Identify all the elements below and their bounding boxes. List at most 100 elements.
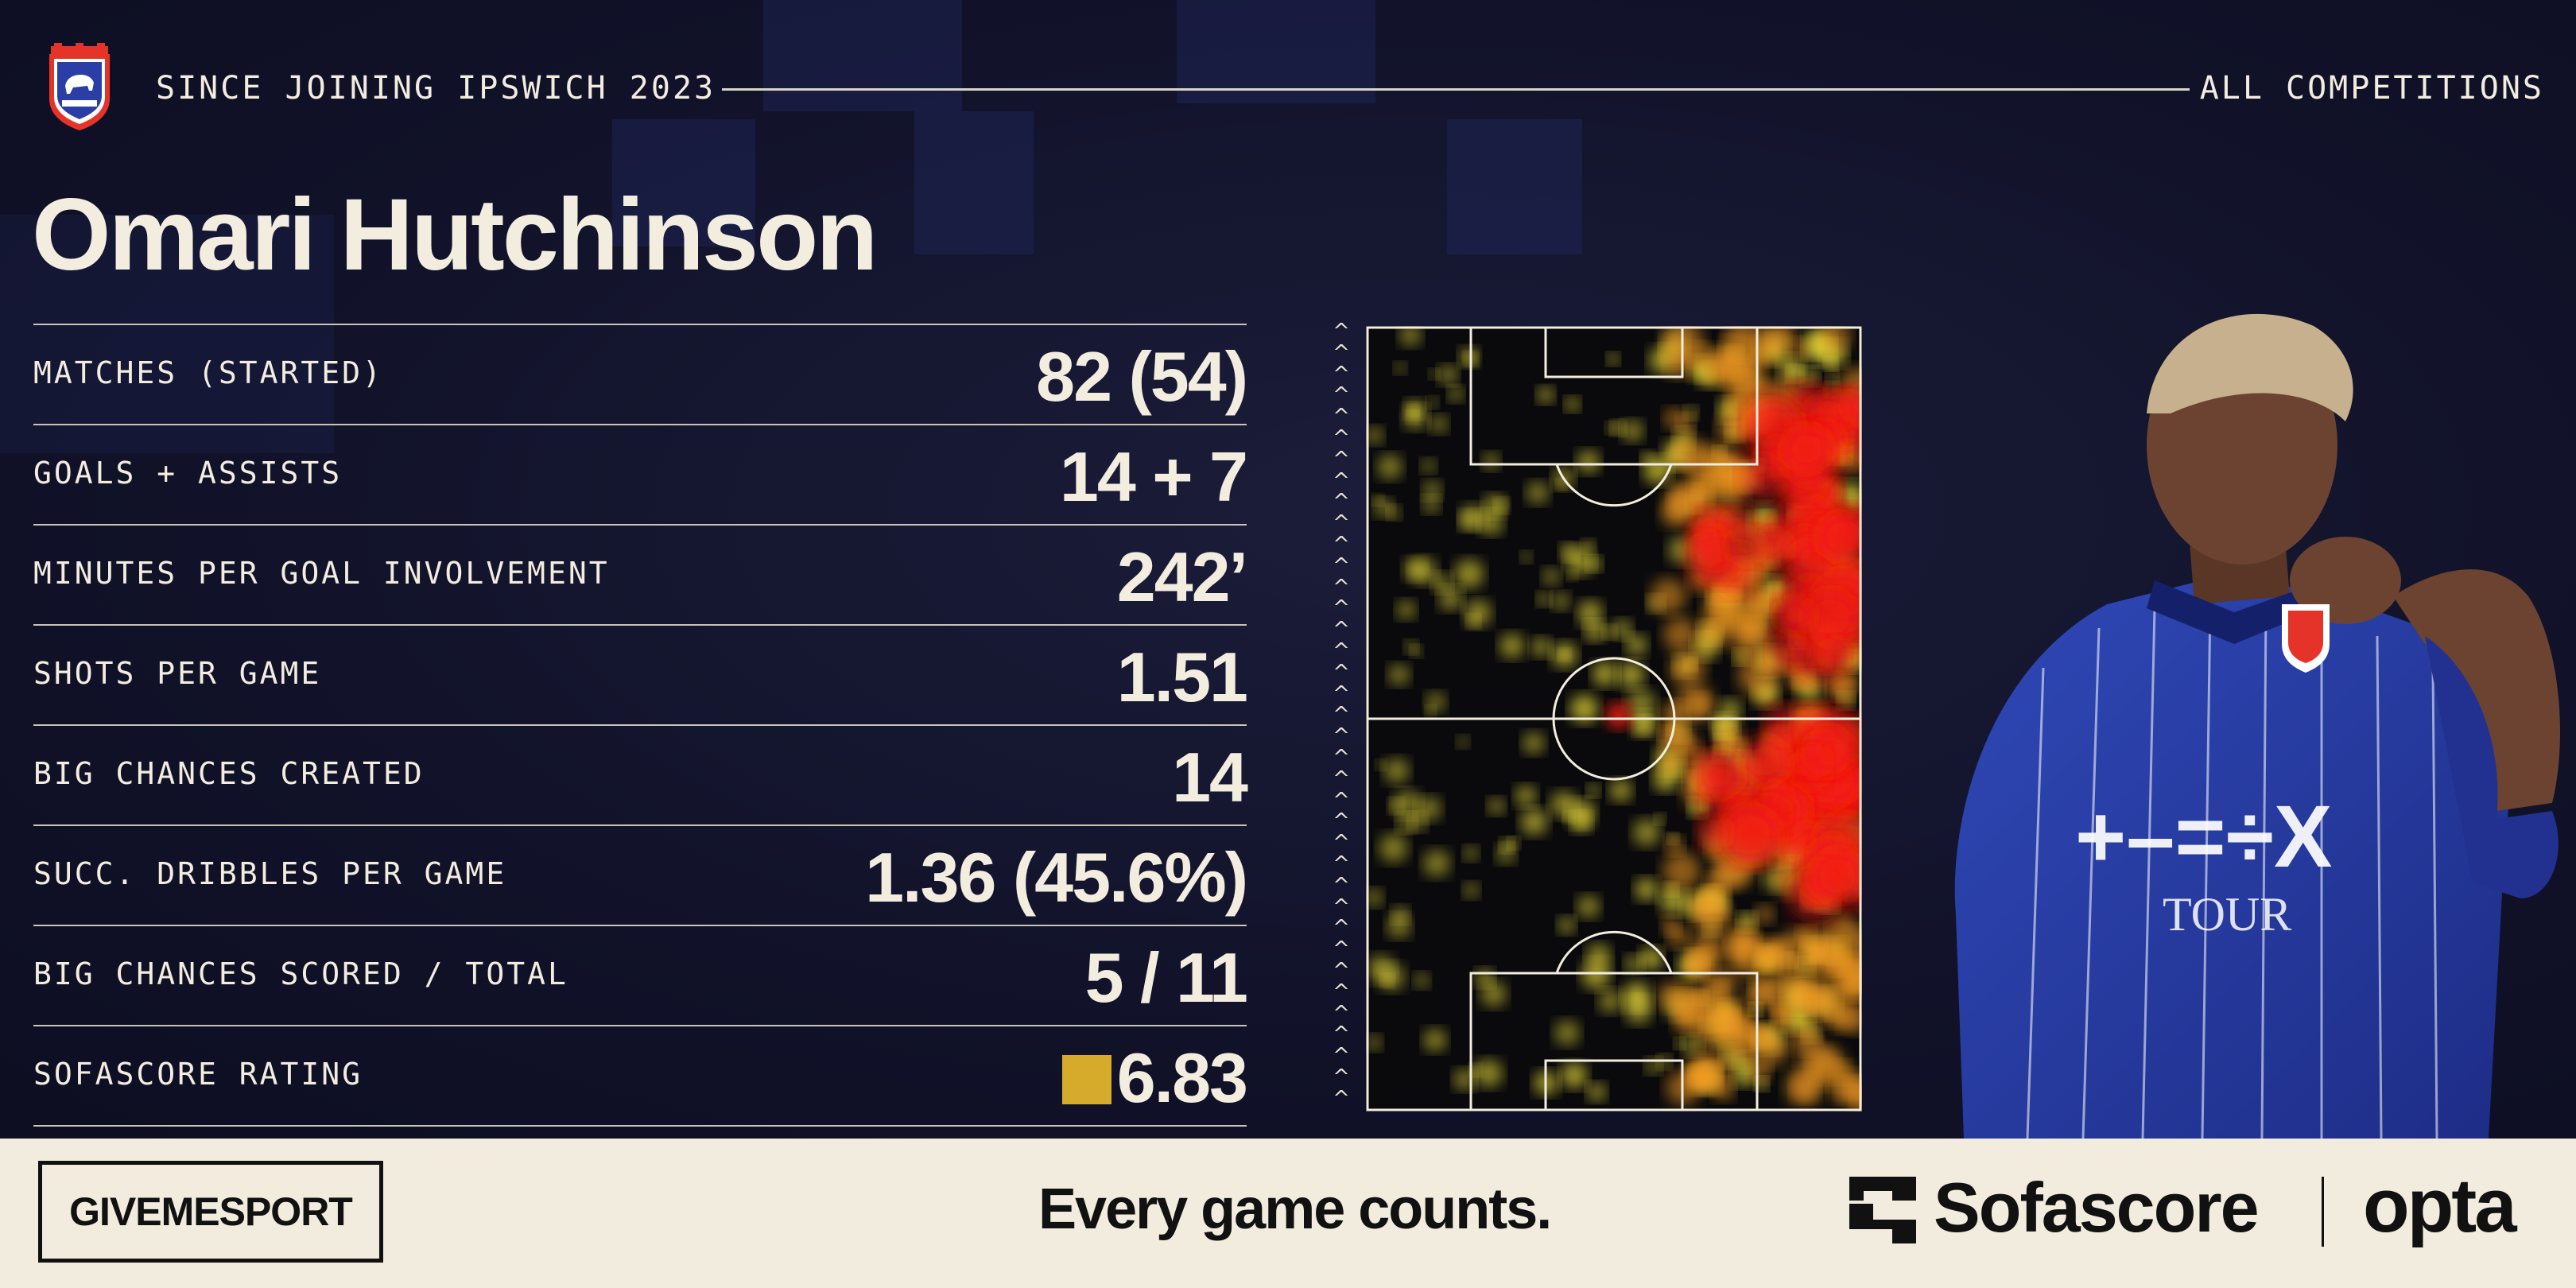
heat-blob xyxy=(1570,694,1599,723)
attack-direction-arrow-icon: ^ xyxy=(1333,937,1350,962)
heat-blob xyxy=(1694,750,1742,797)
heat-blob xyxy=(1587,1083,1606,1101)
heat-blob xyxy=(1374,499,1393,518)
heat-blob xyxy=(1674,988,1715,1030)
heat-blob xyxy=(1769,633,1806,669)
heat-blob xyxy=(1410,645,1422,657)
heat-blob xyxy=(1423,850,1450,877)
heat-blob xyxy=(1699,615,1733,648)
heat-blob xyxy=(1394,790,1421,817)
heat-blob xyxy=(1523,732,1545,755)
heat-blob xyxy=(1366,426,1383,444)
stat-label: BIG CHANCES CREATED xyxy=(33,756,425,791)
attack-direction-arrow-icon: ^ xyxy=(1333,788,1350,813)
heat-blob xyxy=(1798,746,1829,777)
heat-blob xyxy=(1565,397,1580,412)
heat-blob xyxy=(1430,415,1448,433)
heat-blob xyxy=(1787,338,1807,359)
heat-blob xyxy=(1423,481,1441,499)
heat-blob xyxy=(1840,1003,1862,1033)
heat-blob xyxy=(1464,846,1479,861)
heat-blob xyxy=(1577,895,1600,918)
heat-blob xyxy=(1791,1024,1821,1053)
heat-blob xyxy=(1802,946,1832,976)
heat-blob xyxy=(1577,450,1600,473)
attack-direction-arrow-icon: ^ xyxy=(1333,511,1350,536)
heat-blob xyxy=(1426,692,1445,712)
heat-blob xyxy=(1556,479,1566,490)
heat-blob xyxy=(1688,343,1710,366)
heat-blob xyxy=(1645,1057,1661,1074)
heat-blob xyxy=(1659,751,1683,774)
heat-blob xyxy=(1455,559,1484,588)
heat-blob xyxy=(1690,693,1710,714)
heat-blob xyxy=(1655,813,1666,824)
stats-table: MATCHES (STARTED) 82 (54) GOALS + ASSIST… xyxy=(33,324,1248,1127)
attack-direction-arrow-icon: ^ xyxy=(1333,490,1350,514)
heat-blob xyxy=(1558,917,1575,934)
heat-blob xyxy=(1366,1034,1382,1050)
heat-blob xyxy=(1392,906,1409,923)
heat-blob xyxy=(1727,528,1763,564)
heat-blob xyxy=(1542,568,1560,585)
heat-blob xyxy=(1829,1077,1855,1102)
heat-blob xyxy=(1417,797,1441,821)
stat-row-dribbles: SUCC. DRIBBLES PER GAME 1.36 (45.6%) xyxy=(33,824,1248,925)
stat-value: 1.36 (45.6%) xyxy=(865,838,1248,917)
heat-blob xyxy=(1697,817,1730,849)
heat-blob xyxy=(1531,638,1551,657)
attack-direction-arrow-icon: ^ xyxy=(1333,468,1350,493)
heat-blob xyxy=(1388,664,1410,685)
heat-blob xyxy=(1640,948,1662,970)
heat-blob xyxy=(1715,725,1744,754)
attack-direction-arrow-icon: ^ xyxy=(1333,852,1350,876)
stat-label: BIG CHANCES SCORED / TOTAL xyxy=(33,956,568,991)
heat-blob xyxy=(1469,1064,1481,1077)
heat-blob xyxy=(1691,1053,1730,1092)
heat-blob xyxy=(1709,448,1748,486)
heat-blob xyxy=(1664,408,1686,429)
heat-blob xyxy=(1623,983,1651,1011)
heat-blob xyxy=(1399,326,1422,346)
attack-direction-arrow-icon: ^ xyxy=(1333,958,1350,983)
heat-blob xyxy=(1662,852,1701,890)
heat-blob xyxy=(1752,1030,1788,1066)
attack-direction-arrow-icon: ^ xyxy=(1333,831,1350,855)
heat-blob xyxy=(1527,482,1549,504)
stat-row-goals-assists: GOALS + ASSISTS 14 + 7 xyxy=(33,424,1248,524)
header-divider xyxy=(722,88,2190,91)
heatmap-layer xyxy=(1366,326,1862,1109)
givemesport-logo[interactable]: GIVEMESPORT xyxy=(38,1161,383,1263)
heat-blob xyxy=(1802,367,1819,385)
heat-blob xyxy=(1829,955,1849,975)
stat-row-rating: SOFASCORE RATING 6.83 xyxy=(33,1025,1248,1127)
heat-blob xyxy=(1465,599,1492,627)
heat-blob xyxy=(1738,655,1779,696)
heat-blob xyxy=(1448,386,1464,402)
heat-blob xyxy=(1662,917,1680,935)
heat-blob xyxy=(1366,889,1383,906)
heat-blob xyxy=(1618,661,1645,689)
heat-blob xyxy=(1427,397,1438,409)
attack-direction-arrow-icon: ^ xyxy=(1333,618,1350,642)
heat-blob xyxy=(1460,510,1479,530)
heat-blob xyxy=(1603,625,1616,638)
attack-direction-arrow-icon: ^ xyxy=(1333,894,1350,919)
heat-blob xyxy=(1488,797,1505,815)
attack-direction-arrow-icon: ^ xyxy=(1333,980,1350,1004)
tagline: Every game counts. xyxy=(1038,1177,1552,1241)
opta-wordmark[interactable]: opta xyxy=(2363,1163,2517,1248)
heat-blob xyxy=(1612,619,1632,639)
heat-blob xyxy=(1626,689,1655,719)
attack-direction-arrow-icon: ^ xyxy=(1333,681,1350,706)
heat-blob xyxy=(1499,634,1524,658)
heat-blob xyxy=(1792,1075,1818,1101)
heat-blob xyxy=(1684,952,1711,978)
attack-direction-arrow-icon: ^ xyxy=(1333,1022,1350,1047)
sofascore-wordmark[interactable]: Sofascore xyxy=(1934,1168,2260,1247)
heat-blob xyxy=(1484,495,1505,517)
heat-blob xyxy=(1663,617,1697,652)
heat-blob xyxy=(1414,973,1430,988)
stat-value: 14 xyxy=(1172,738,1248,817)
heat-blob xyxy=(1438,365,1458,385)
